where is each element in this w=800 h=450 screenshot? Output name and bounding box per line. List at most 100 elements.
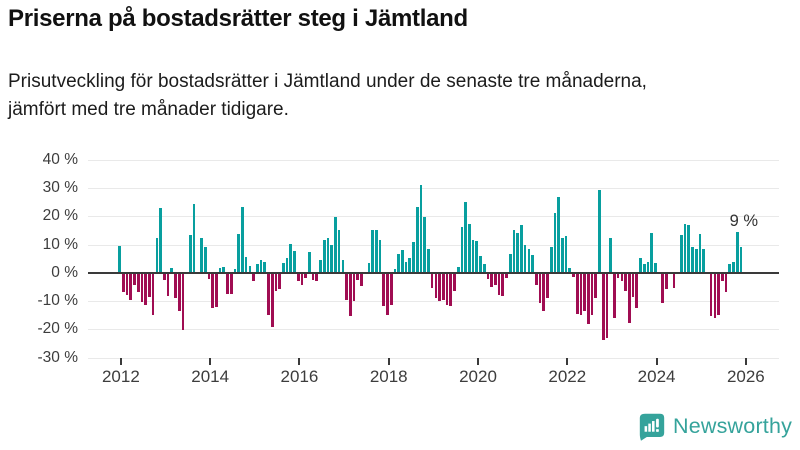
positive-bar [118,246,121,273]
positive-bar [479,256,482,273]
positive-bar [412,241,415,273]
positive-bar [508,254,512,273]
positive-bar [263,261,267,273]
negative-bar [133,273,136,285]
positive-bar [397,253,400,273]
positive-bar [255,263,259,273]
negative-bar [144,273,148,305]
y-axis-tick-label: -10 % [37,292,79,310]
gridline [88,159,779,161]
negative-bar [278,273,281,290]
zero-baseline [88,271,779,274]
positive-bar [330,244,334,273]
negative-bar [296,273,300,281]
negative-bar [717,273,720,315]
negative-bar [181,273,185,330]
negative-bar [605,273,609,339]
positive-bar [683,224,687,273]
positive-bar [527,248,531,273]
positive-bar [200,237,203,273]
negative-bar [613,273,616,318]
negative-bar [724,273,728,293]
negative-bar [386,273,389,316]
negative-bar [162,273,166,280]
negative-bar [635,273,639,308]
positive-bar [319,260,322,273]
positive-bar [653,263,657,273]
negative-bar [494,273,497,285]
negative-bar [389,273,393,305]
positive-bar [259,260,263,273]
y-axis-tick-label: 30 % [42,179,78,197]
positive-bar [248,265,252,273]
positive-bar [159,207,162,273]
negative-bar [267,273,270,315]
gridline [88,216,779,218]
negative-bar [438,273,441,302]
negative-bar [720,273,724,281]
negative-bar [430,273,434,289]
positive-bar [646,261,650,273]
positive-bar [192,203,196,273]
chart-subtitle: Prisutveckling för bostadsrätter i Jämtl… [8,71,647,120]
newsworthy-logo: Newsworthy [638,412,792,441]
negative-bar [590,273,594,315]
positive-bar [460,227,464,273]
negative-bar [449,273,453,307]
negative-bar [497,273,501,295]
positive-bar [188,235,192,273]
positive-bar [423,216,427,273]
y-axis-tick-label: 20 % [42,207,78,225]
positive-bar [560,238,564,273]
positive-bar [419,185,423,273]
positive-bar [203,246,207,273]
negative-bar [453,273,456,291]
negative-bar [300,273,304,286]
y-axis-tick-label: 10 % [42,235,78,253]
negative-bar [166,273,170,297]
negative-bar [631,273,635,298]
latest-value-label: 9 % [729,212,758,230]
negative-bar [672,273,676,289]
page-title: Priserna på bostadsrätter steg i Jämtlan… [8,5,468,32]
negative-bar [505,273,508,278]
positive-bar [557,196,560,273]
positive-bar [293,250,296,273]
negative-bar [356,273,360,280]
negative-bar [546,273,549,298]
positive-bar [482,264,486,273]
positive-bar [237,234,241,273]
negative-bar [441,273,445,300]
negative-bar [122,273,125,292]
positive-bar [728,263,732,273]
positive-bar [739,246,743,273]
negative-bar [177,273,181,311]
negative-bar [136,273,140,292]
positive-bar [326,238,330,273]
positive-bar [694,248,698,273]
negative-bar [140,273,144,302]
positive-bar [427,248,430,273]
positive-bar [531,255,534,273]
positive-bar [698,233,702,273]
negative-bar [252,273,255,281]
negative-bar [620,273,624,282]
positive-bar [404,261,408,273]
positive-bar [337,230,341,273]
positive-bar [285,258,289,273]
negative-bar [583,273,586,311]
positive-bar [289,243,293,273]
y-axis-tick-label: 0 % [51,263,78,281]
newsworthy-logo-icon [638,412,666,441]
x-axis-year-label: 2016 [280,367,319,386]
positive-bar [732,261,735,273]
negative-bar [538,273,542,303]
positive-bar [467,224,471,273]
y-axis-tick-label: 40 % [42,150,78,168]
positive-bar [222,266,226,273]
positive-bar [371,229,374,273]
positive-bar [415,206,419,273]
y-axis-tick-label: -20 % [37,320,79,338]
positive-bar [516,232,520,273]
positive-bar [408,258,412,273]
